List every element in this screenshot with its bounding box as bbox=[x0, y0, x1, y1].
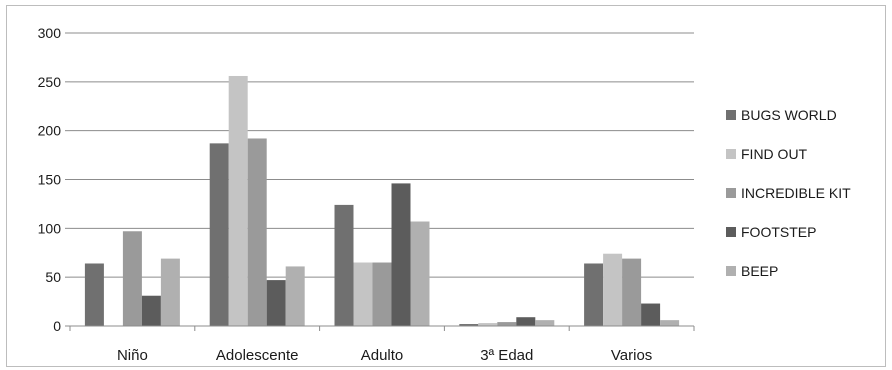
bar bbox=[622, 258, 642, 326]
bar bbox=[84, 263, 104, 326]
legend-swatch bbox=[726, 188, 736, 198]
y-tick-label: 300 bbox=[38, 25, 62, 41]
bar bbox=[141, 295, 161, 326]
bar bbox=[160, 258, 180, 326]
bar bbox=[228, 75, 248, 327]
legend-label: BUGS WORLD bbox=[741, 107, 837, 123]
x-axis-ticks: Niño Adolescente Adulto 3ª Edad Varios bbox=[69, 326, 695, 364]
legend-label: INCREDIBLE KIT bbox=[741, 185, 851, 201]
bar bbox=[478, 323, 498, 326]
legend-label: BEEP bbox=[741, 263, 778, 279]
bars bbox=[84, 75, 680, 327]
legend-swatch bbox=[726, 227, 736, 237]
y-tick-label: 200 bbox=[38, 123, 62, 139]
y-tick-label: 150 bbox=[38, 172, 62, 188]
bar bbox=[459, 324, 479, 326]
bar bbox=[603, 253, 623, 326]
x-tick-label: Varios bbox=[611, 347, 652, 364]
bar bbox=[353, 262, 373, 326]
bar bbox=[410, 221, 430, 326]
x-tick-label: Niño bbox=[117, 347, 148, 364]
y-tick-label: 250 bbox=[38, 74, 62, 90]
legend-label: FOOTSTEP bbox=[741, 224, 816, 240]
x-tick-label: Adulto bbox=[361, 347, 404, 364]
y-tick-label: 100 bbox=[38, 220, 62, 236]
bar bbox=[516, 317, 536, 326]
gridlines bbox=[70, 32, 694, 278]
bar bbox=[334, 204, 354, 326]
legend-swatch bbox=[726, 110, 736, 120]
bar bbox=[641, 303, 661, 326]
bar bbox=[497, 322, 517, 326]
bar bbox=[660, 320, 680, 326]
x-tick-label: 3ª Edad bbox=[480, 347, 533, 364]
bar bbox=[209, 143, 229, 326]
y-axis-ticks: 0 50 100 150 200 250 300 bbox=[38, 25, 70, 334]
bar bbox=[584, 263, 604, 326]
bar bbox=[391, 183, 411, 326]
legend-swatch bbox=[726, 266, 736, 276]
bar bbox=[535, 320, 555, 326]
legend-swatch bbox=[726, 149, 736, 159]
legend-label: FIND OUT bbox=[741, 146, 808, 162]
bar bbox=[372, 262, 392, 326]
y-tick-label: 50 bbox=[45, 269, 61, 285]
x-tick-label: Adolescente bbox=[216, 347, 299, 364]
legend: BUGS WORLD FIND OUT INCREDIBLE KIT FOOTSTEP… bbox=[726, 107, 851, 279]
bar bbox=[247, 138, 267, 326]
y-tick-label: 0 bbox=[53, 318, 61, 334]
bar bbox=[285, 266, 305, 326]
bar bbox=[122, 231, 142, 326]
bar bbox=[266, 280, 286, 326]
